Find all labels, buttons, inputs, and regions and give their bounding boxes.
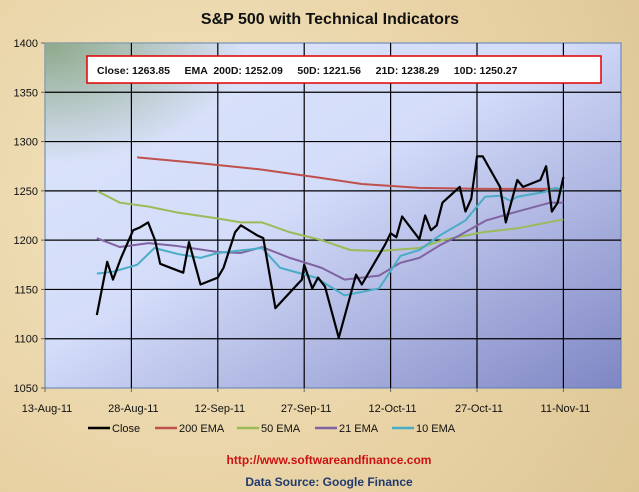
legend-label: 10 EMA bbox=[416, 423, 456, 435]
ytick-label: 1400 bbox=[14, 38, 38, 50]
info-box-text: Close: 1263.85 EMA 200D: 1252.09 50D: 12… bbox=[97, 65, 518, 77]
legend-label: Close bbox=[112, 423, 140, 435]
xtick-label: 13-Aug-11 bbox=[22, 403, 73, 415]
source-url[interactable]: http://www.softwareandfinance.com bbox=[227, 453, 432, 467]
legend-label: 50 EMA bbox=[261, 423, 301, 435]
ytick-label: 1250 bbox=[14, 186, 38, 198]
info-box bbox=[86, 55, 602, 84]
ytick-label: 1200 bbox=[14, 235, 38, 247]
data-source: Data Source: Google Finance bbox=[245, 475, 413, 489]
series-line-21-ema bbox=[96, 201, 564, 281]
xtick-label: 28-Aug-11 bbox=[108, 403, 159, 415]
series-line-close bbox=[95, 155, 565, 339]
ytick-label: 1150 bbox=[14, 284, 38, 296]
ytick-label: 1050 bbox=[14, 383, 38, 395]
ytick-label: 1350 bbox=[14, 87, 38, 99]
legend-label: 21 EMA bbox=[339, 423, 379, 435]
xtick-label: 27-Sep-11 bbox=[281, 403, 332, 415]
ytick-label: 1300 bbox=[14, 137, 38, 149]
series-line-50-ema bbox=[96, 189, 564, 252]
xtick-label: 27-Oct-11 bbox=[455, 403, 503, 415]
xtick-label: 12-Oct-11 bbox=[369, 403, 417, 415]
xtick-label: 11-Nov-11 bbox=[541, 403, 591, 415]
chart-title: S&P 500 with Technical Indicators bbox=[201, 11, 459, 28]
legend-label: 200 EMA bbox=[179, 423, 225, 435]
ytick-label: 1100 bbox=[14, 334, 38, 346]
xtick-label: 12-Sep-11 bbox=[195, 403, 246, 415]
legend: Close 200 EMA 50 EMA 21 EMA 10 EMA bbox=[88, 423, 456, 435]
